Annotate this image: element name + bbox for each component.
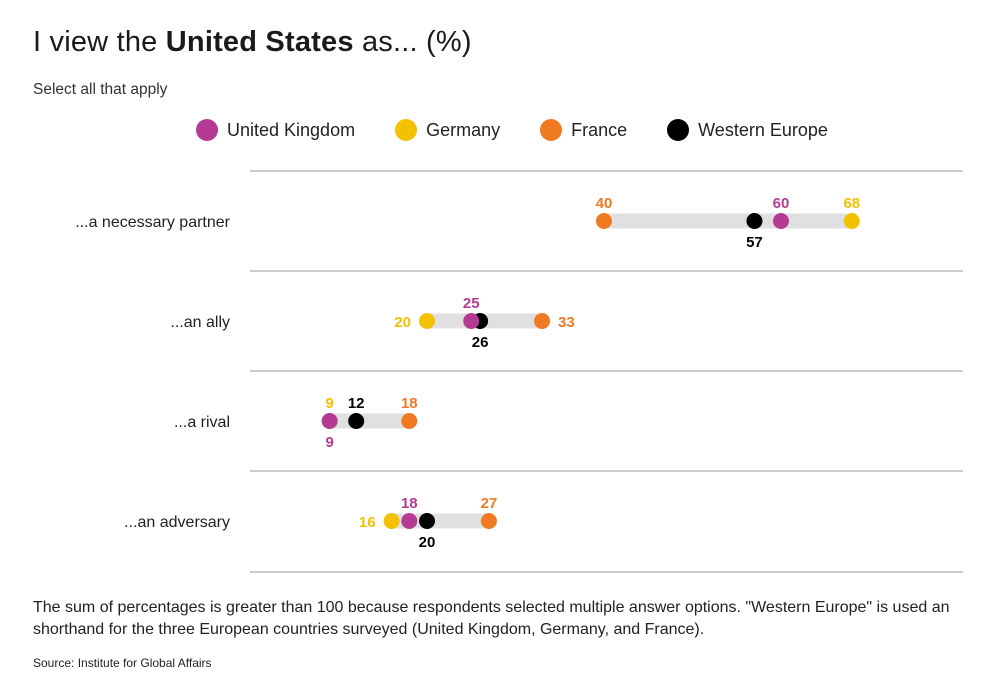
- value-label-western-europe-a-rival: 12: [348, 395, 365, 412]
- point-western-europe-a-rival: [348, 413, 365, 429]
- category-label-a-necessary-partner: ...a necessary partner: [75, 214, 230, 231]
- value-label-western-europe-an-ally: 26: [472, 334, 489, 351]
- value-label-united-kingdom-a-rival: 9: [325, 434, 333, 451]
- point-united-kingdom-a-necessary-partner: [773, 213, 789, 229]
- point-france-an-ally: [534, 313, 551, 329]
- source-line: Source: Institute for Global Affairs: [33, 656, 212, 670]
- point-united-kingdom-an-ally: [463, 313, 480, 329]
- point-france-a-necessary-partner: [596, 213, 612, 229]
- value-label-france-an-ally: 33: [558, 314, 575, 331]
- value-label-united-kingdom-a-necessary-partner: 60: [773, 195, 790, 212]
- category-label-an-adversary: ...an adversary: [124, 514, 230, 531]
- point-france-a-rival: [401, 413, 418, 429]
- category-label-an-ally: ...an ally: [170, 314, 230, 331]
- legend-dot-united-kingdom: [196, 119, 218, 141]
- value-label-france-an-adversary: 27: [481, 495, 498, 512]
- legend: United Kingdom Germany France Western Eu…: [196, 119, 828, 141]
- point-western-europe-a-necessary-partner: [746, 213, 763, 229]
- legend-item-united-kingdom: United Kingdom: [196, 119, 355, 141]
- value-label-united-kingdom-an-ally: 25: [463, 295, 480, 312]
- legend-item-france: France: [540, 119, 627, 141]
- value-label-france-a-rival: 18: [401, 395, 418, 412]
- chart-subtitle: Select all that apply: [33, 81, 168, 98]
- legend-label-germany: Germany: [426, 119, 501, 140]
- point-united-kingdom-a-rival: [321, 413, 338, 429]
- value-label-germany-an-adversary: 16: [359, 514, 376, 531]
- category-label-a-rival: ...a rival: [174, 414, 230, 431]
- legend-dot-germany: [395, 119, 418, 141]
- value-label-france-a-necessary-partner: 40: [596, 195, 613, 212]
- point-united-kingdom-an-adversary: [401, 513, 418, 529]
- point-western-europe-an-adversary: [419, 513, 435, 529]
- legend-item-germany: Germany: [395, 119, 500, 141]
- value-label-germany-an-ally: 20: [394, 314, 411, 331]
- value-label-western-europe-a-necessary-partner: 57: [746, 234, 763, 251]
- legend-label-united-kingdom: United Kingdom: [227, 119, 356, 140]
- point-france-an-adversary: [480, 513, 497, 529]
- value-label-western-europe-an-adversary: 20: [419, 534, 436, 551]
- point-germany-an-adversary: [383, 513, 400, 529]
- point-germany-an-ally: [419, 313, 435, 329]
- chart-title: I view the United States as... (%): [33, 26, 472, 58]
- footnote: The sum of percentages is greater than 1…: [33, 599, 950, 638]
- legend-dot-france: [540, 119, 563, 141]
- point-germany-a-necessary-partner: [843, 213, 860, 229]
- legend-label-western-europe: Western Europe: [698, 119, 828, 140]
- legend-dot-western-europe: [667, 119, 690, 141]
- value-label-germany-a-rival: 9: [325, 395, 333, 412]
- legend-label-france: France: [571, 119, 628, 140]
- legend-item-western-europe: Western Europe: [667, 119, 828, 141]
- value-label-united-kingdom-an-adversary: 18: [401, 495, 418, 512]
- value-label-germany-a-necessary-partner: 68: [843, 195, 860, 212]
